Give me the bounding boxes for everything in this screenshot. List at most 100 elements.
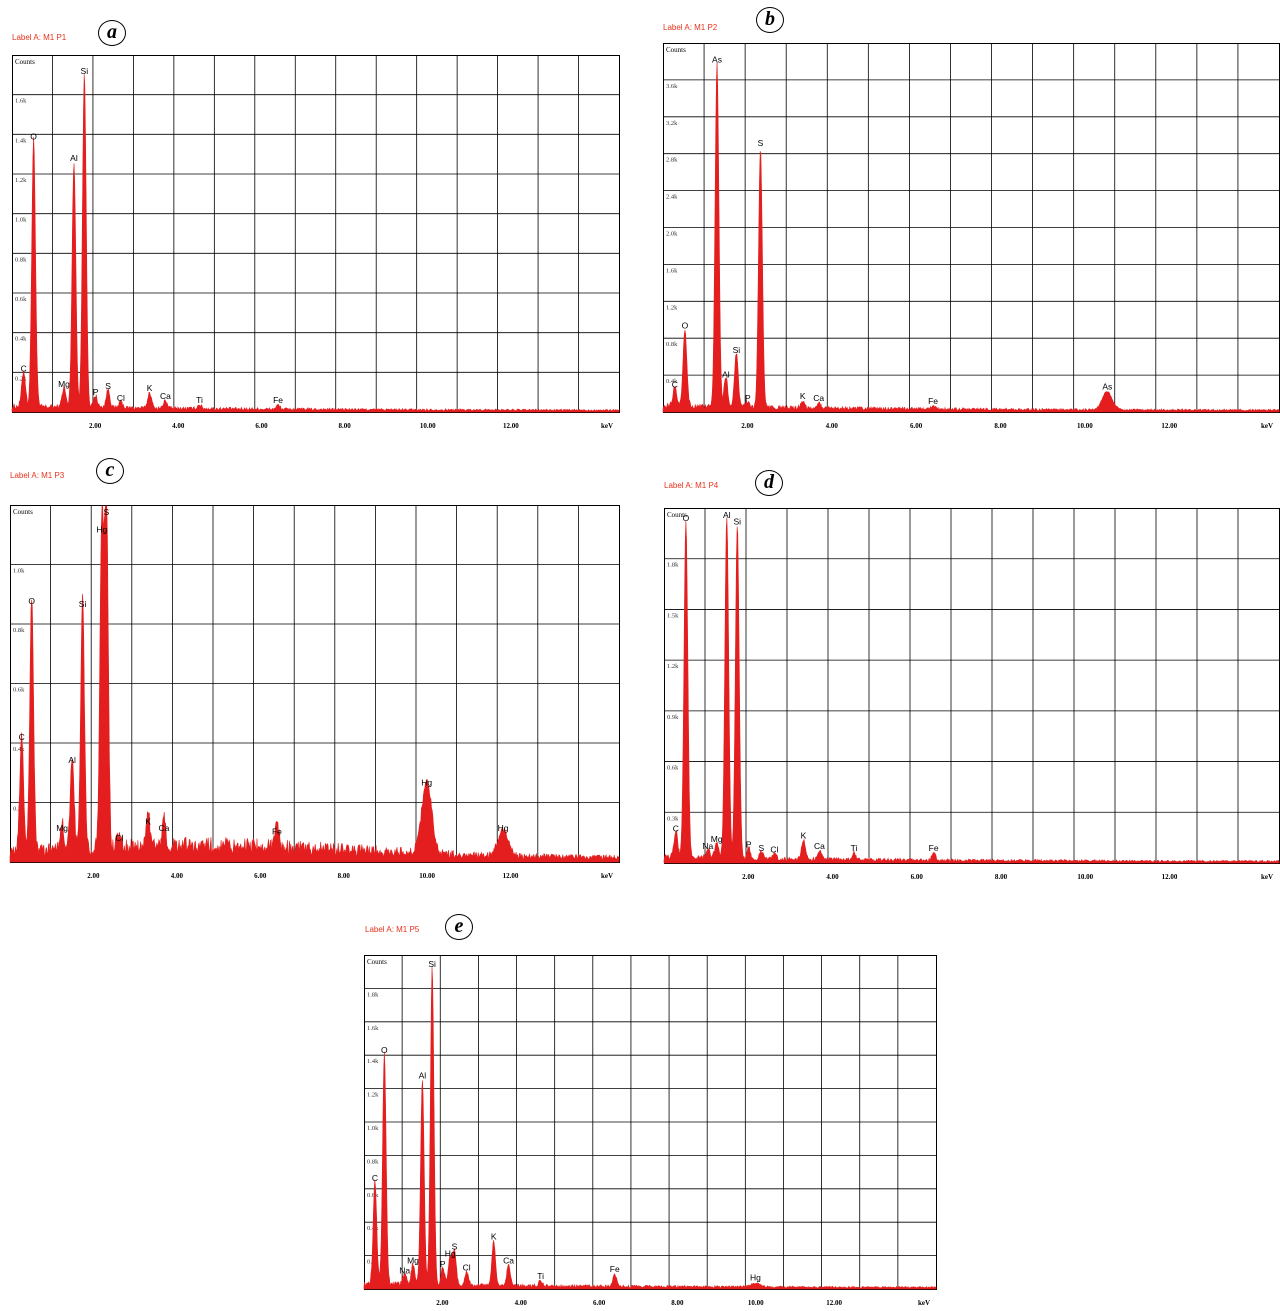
peak-label-c: C — [19, 732, 25, 742]
peak-label-p: P — [745, 393, 751, 403]
x-tick-label: 6.00 — [255, 422, 268, 430]
y-tick-label: 1.4k — [367, 1058, 379, 1065]
peak-label-na: Na — [702, 841, 713, 851]
y-tick-label: 0.8k — [15, 256, 27, 263]
x-axis-label: keV — [918, 1299, 930, 1307]
peak-label-si: Si — [81, 66, 89, 76]
x-tick-label: 8.00 — [995, 873, 1008, 881]
y-tick-label: 0.6k — [13, 687, 25, 694]
panel-d-title: Label A: M1 P4 — [664, 481, 719, 490]
panel-c-letter: c — [96, 458, 124, 484]
y-tick-label: 1.0k — [13, 568, 25, 575]
y-tick-label: 0.8k — [13, 627, 25, 634]
plot-frame — [364, 955, 937, 1290]
peak-label-c: C — [672, 379, 678, 389]
peak-label-k: K — [147, 383, 153, 393]
peak-label-o: O — [682, 320, 689, 330]
x-tick-label: 2.00 — [87, 872, 100, 880]
panel-c-title: Label A: M1 P3 — [10, 471, 65, 480]
peak-label-as: As — [1102, 381, 1112, 391]
y-tick-label: 0.4k — [13, 746, 25, 753]
panel-d-letter: d — [755, 470, 783, 496]
peak-label-k: K — [801, 830, 807, 840]
peak-label-k: K — [800, 391, 806, 401]
y-tick-label: 1.4k — [15, 137, 27, 144]
peak-label-al: Al — [723, 510, 731, 520]
x-tick-label: 10.00 — [419, 872, 435, 880]
y-tick-label: 1.8k — [667, 562, 679, 569]
y-tick-label: 2.0k — [666, 231, 678, 238]
plot-frame — [10, 505, 620, 863]
spectrum-trace — [663, 517, 1280, 864]
plot-frame — [663, 43, 1280, 413]
x-axis-label: keV — [1261, 422, 1273, 430]
peak-label-mg: Mg — [58, 379, 70, 389]
peak-label-mg: Mg — [56, 823, 68, 833]
y-tick-label: 1.2k — [15, 177, 27, 184]
x-tick-label: 12.00 — [503, 422, 519, 430]
peak-label-fe: Fe — [610, 1264, 620, 1274]
peak-label-cl: Cl — [117, 393, 125, 403]
peak-label-al: Al — [68, 755, 76, 765]
x-axis-label: keV — [601, 422, 613, 430]
x-tick-label: 10.00 — [1077, 422, 1093, 430]
peak-label-mg: Mg — [407, 1255, 419, 1265]
panel-e-letter: e — [445, 914, 473, 940]
y-tick-label: 1.6k — [15, 98, 27, 105]
peak-label-si: Si — [79, 599, 87, 609]
y-tick-label: 0.4k — [15, 336, 27, 343]
spectrum-trace — [363, 967, 937, 1290]
peak-label-k: K — [145, 817, 151, 827]
peak-label-fe: Fe — [273, 395, 283, 405]
y-tick-label: 1.0k — [367, 1125, 379, 1132]
peak-label-s: S — [105, 381, 111, 391]
peak-label-hg: Hg — [498, 823, 509, 833]
y-tick-label: 0.8k — [367, 1158, 379, 1165]
y-tick-label: 0.8k — [666, 341, 678, 348]
y-tick-label: 1.5k — [667, 612, 679, 619]
x-tick-label: 8.00 — [338, 872, 351, 880]
x-tick-label: 4.00 — [515, 1299, 528, 1307]
x-tick-label: 10.00 — [748, 1299, 764, 1307]
y-tick-label: 0.3k — [667, 815, 679, 822]
peak-label-cl: Cl — [463, 1262, 471, 1272]
peak-label-s: S — [452, 1242, 458, 1252]
peak-label-al: Al — [70, 153, 78, 163]
spectrum-trace — [9, 505, 620, 863]
peak-label-hg: Hg — [421, 778, 432, 788]
peak-label-ti: Ti — [537, 1271, 544, 1281]
x-axis-label: keV — [1261, 873, 1273, 881]
peak-label-cl: Cl — [115, 833, 123, 843]
y-axis-label: Counts — [13, 508, 33, 516]
peak-label-fe: Fe — [929, 843, 939, 853]
x-tick-label: 6.00 — [593, 1299, 606, 1307]
x-tick-label: 10.00 — [420, 422, 436, 430]
spectrum-trace — [11, 74, 620, 413]
x-tick-label: 2.00 — [436, 1299, 449, 1307]
x-axis-label: keV — [601, 872, 613, 880]
y-axis-label: Counts — [367, 958, 387, 966]
peak-label-hg: Hg — [750, 1273, 761, 1283]
peak-label-ca: Ca — [813, 393, 824, 403]
y-tick-label: 3.2k — [666, 120, 678, 127]
x-tick-label: 10.00 — [1077, 873, 1093, 881]
panel-a-spectrum: 0.2k 0.4k 0.6k 0.8k 1.0k 1.2k 1.4k 1.6k Counts 2.… — [11, 55, 620, 430]
panel-b-title: Label A: M1 P2 — [663, 23, 718, 32]
peak-label-s: S — [104, 507, 110, 517]
plot-frame — [12, 55, 620, 413]
y-tick-label: 1.6k — [367, 1025, 379, 1032]
x-tick-label: 4.00 — [826, 422, 839, 430]
panel-a-letter: a — [98, 20, 126, 46]
x-tick-label: 2.00 — [89, 422, 102, 430]
x-tick-label: 12.00 — [503, 872, 519, 880]
x-tick-label: 4.00 — [171, 872, 184, 880]
y-tick-label: 0.6k — [367, 1192, 379, 1199]
y-tick-label: 1.8k — [367, 991, 379, 998]
panel-c-spectrum: 0.2k0.4k0.6k0.8k1.0kCounts2.004.006.008.… — [9, 505, 620, 880]
y-tick-label: 1.2k — [666, 304, 678, 311]
y-tick-label: 1.2k — [667, 663, 679, 670]
peak-label-mg: Mg — [711, 834, 723, 844]
peak-label-s: S — [758, 138, 764, 148]
peak-label-p: P — [93, 387, 99, 397]
y-tick-label: 0.9k — [667, 714, 679, 721]
